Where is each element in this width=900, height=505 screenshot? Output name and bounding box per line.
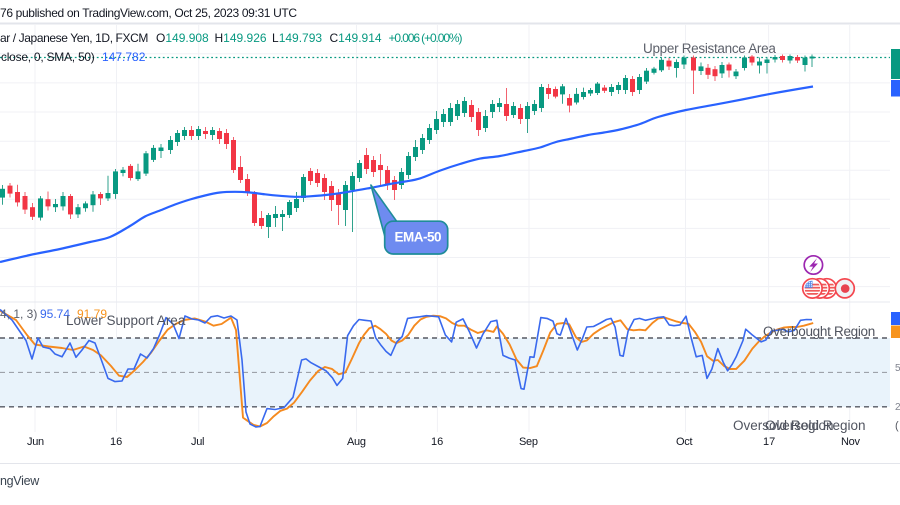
- svg-text:(: (: [895, 420, 899, 432]
- svg-text:5: 5: [895, 363, 900, 374]
- svg-text:2: 2: [895, 402, 900, 413]
- svg-text:EMA-50: EMA-50: [395, 230, 442, 245]
